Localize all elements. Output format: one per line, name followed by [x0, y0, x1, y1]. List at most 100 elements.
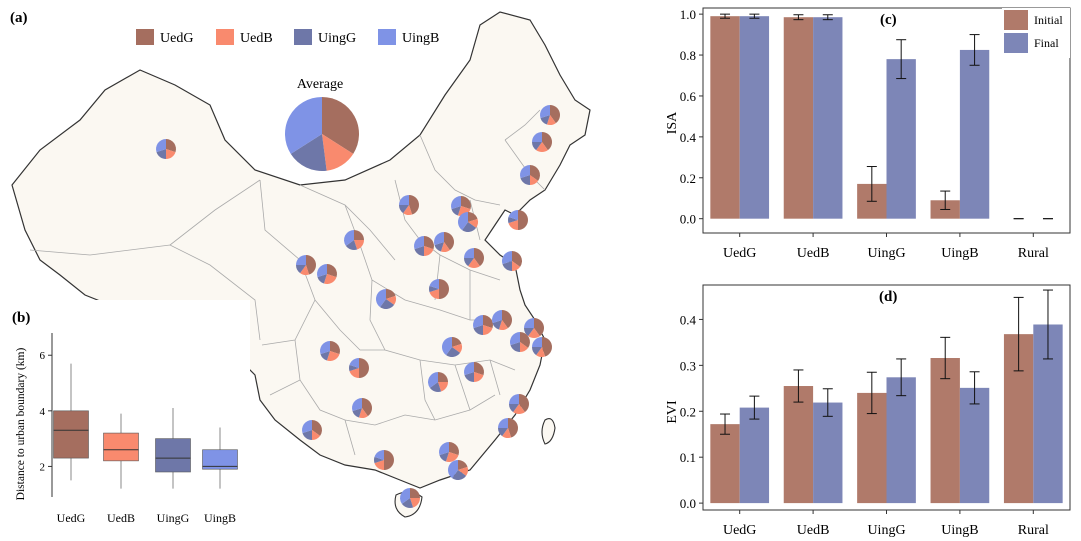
- city-pie: [320, 341, 340, 361]
- legend-swatch-final: [1004, 33, 1028, 53]
- city-pie: [439, 442, 459, 462]
- y-tick-label: 0.8: [680, 48, 696, 63]
- city-pie: [508, 210, 528, 230]
- x-tick-label: UingG: [867, 523, 905, 538]
- city-pie: [156, 139, 176, 159]
- average-pie: [285, 97, 359, 171]
- x-tick-label: UingG: [867, 246, 905, 261]
- panel-c-legend: Initial Final: [1002, 8, 1070, 58]
- legend-swatch-uedg: [136, 29, 154, 45]
- bar-initial-uedb: [784, 17, 813, 218]
- city-pie: [498, 418, 518, 438]
- map-legend: UedG UedB UingG UingB: [136, 29, 439, 46]
- legend-swatch-uingg: [294, 29, 312, 45]
- city-pie: [302, 420, 322, 440]
- legend-label-final: Final: [1034, 36, 1059, 50]
- city-pie: [344, 230, 364, 250]
- x-tick-label: UedG: [723, 246, 756, 261]
- y-tick-label: 0.0: [680, 496, 696, 511]
- panel-d-label: (d): [879, 289, 897, 305]
- y-tick-label: 1.0: [680, 7, 696, 22]
- city-pie: [317, 264, 337, 284]
- bar-initial-uedg: [710, 16, 739, 219]
- x-tick-label: UingB: [204, 511, 236, 525]
- city-pie: [464, 362, 484, 382]
- legend-swatch-uingb: [378, 29, 396, 45]
- y-tick-label: 4: [40, 406, 46, 418]
- legend-swatch-initial: [1004, 10, 1028, 30]
- city-pie: [510, 332, 530, 352]
- y-tick-label: 0.2: [680, 171, 696, 186]
- panel-a-label: (a): [10, 10, 28, 26]
- average-label: Average: [297, 77, 343, 92]
- bar-initial-uingb: [931, 358, 960, 503]
- panel-c-label: (c): [880, 12, 897, 28]
- city-pie: [296, 255, 316, 275]
- y-tick-label: 0.1: [680, 450, 696, 465]
- pie-slice-uedg: [518, 210, 528, 230]
- legend-label-initial: Initial: [1034, 13, 1063, 27]
- x-tick-label: UingB: [941, 523, 978, 538]
- y-tick-label: 0.6: [680, 89, 697, 104]
- bar-final-uedg: [740, 16, 769, 219]
- bar-final-uingb: [960, 388, 989, 503]
- city-pie: [349, 358, 369, 378]
- average-pie-chart: [285, 97, 359, 171]
- x-tick-label: UedG: [723, 523, 756, 538]
- bar-initial-uedb: [784, 386, 813, 503]
- taiwan-island: [542, 419, 555, 444]
- panel-c-bars: [710, 14, 1053, 219]
- city-pie: [429, 279, 449, 299]
- legend-label-uingg: UingG: [318, 31, 356, 46]
- box-iqr: [54, 411, 89, 458]
- x-tick-label: UedB: [107, 511, 135, 525]
- legend-swatch-uedb: [216, 29, 234, 45]
- city-pie: [532, 337, 552, 357]
- box-iqr: [156, 439, 191, 472]
- y-tick-label: 0.2: [680, 404, 696, 419]
- city-pie: [473, 315, 493, 335]
- panel-b-background: [12, 300, 250, 535]
- panel-b: (b) Distance to urban boundary (km) 2 4 6 U…: [12, 300, 250, 535]
- x-tick-label: UedG: [57, 511, 86, 525]
- bar-final-uedb: [813, 17, 842, 218]
- y-tick-label: 0.3: [680, 358, 696, 373]
- city-pie: [532, 132, 552, 152]
- city-pie: [458, 212, 478, 232]
- panel-c-ylabel: ISA: [665, 111, 680, 134]
- panel-c: (c) ISA 0.00.20.40.60.81.0UedG UedB UingG U…: [665, 7, 1070, 261]
- bar-initial-uedg: [710, 424, 739, 503]
- pie-slice-uedg: [410, 488, 420, 498]
- bar-final-uingg: [887, 59, 916, 219]
- bar-final-uedb: [813, 403, 842, 504]
- bar-final-uedg: [740, 408, 769, 504]
- city-pie: [448, 460, 468, 480]
- x-tick-label: UedB: [797, 523, 830, 538]
- panel-b-label: (b): [12, 310, 30, 326]
- city-pie: [400, 488, 420, 508]
- bar-final-uingg: [887, 377, 916, 503]
- city-pie: [509, 394, 529, 414]
- x-tick-label: Rural: [1018, 246, 1049, 261]
- city-pie: [399, 195, 419, 215]
- y-tick-label: 2: [40, 461, 46, 473]
- x-tick-label: Rural: [1018, 523, 1049, 538]
- y-tick-label: 6: [40, 350, 46, 362]
- x-tick-label: UingG: [157, 511, 190, 525]
- city-pie: [374, 450, 394, 470]
- city-pie: [428, 372, 448, 392]
- panel-d: (d) EVI 0.0 0.1 0.2 0.3 0.4 UedG UedB UingG Uing…: [665, 285, 1070, 538]
- city-pie: [540, 105, 560, 125]
- legend-label-uingb: UingB: [402, 31, 439, 46]
- city-pie: [502, 251, 522, 271]
- x-tick-label: UedB: [797, 246, 830, 261]
- city-pie: [442, 337, 462, 357]
- box-iqr: [104, 433, 139, 461]
- city-pie: [464, 248, 484, 268]
- panel-d-bars: [710, 290, 1062, 503]
- city-pie: [492, 310, 512, 330]
- panel-b-ylabel: Distance to urban boundary (km): [15, 348, 27, 501]
- legend-label-uedg: UedG: [160, 31, 193, 46]
- city-pie: [414, 236, 434, 256]
